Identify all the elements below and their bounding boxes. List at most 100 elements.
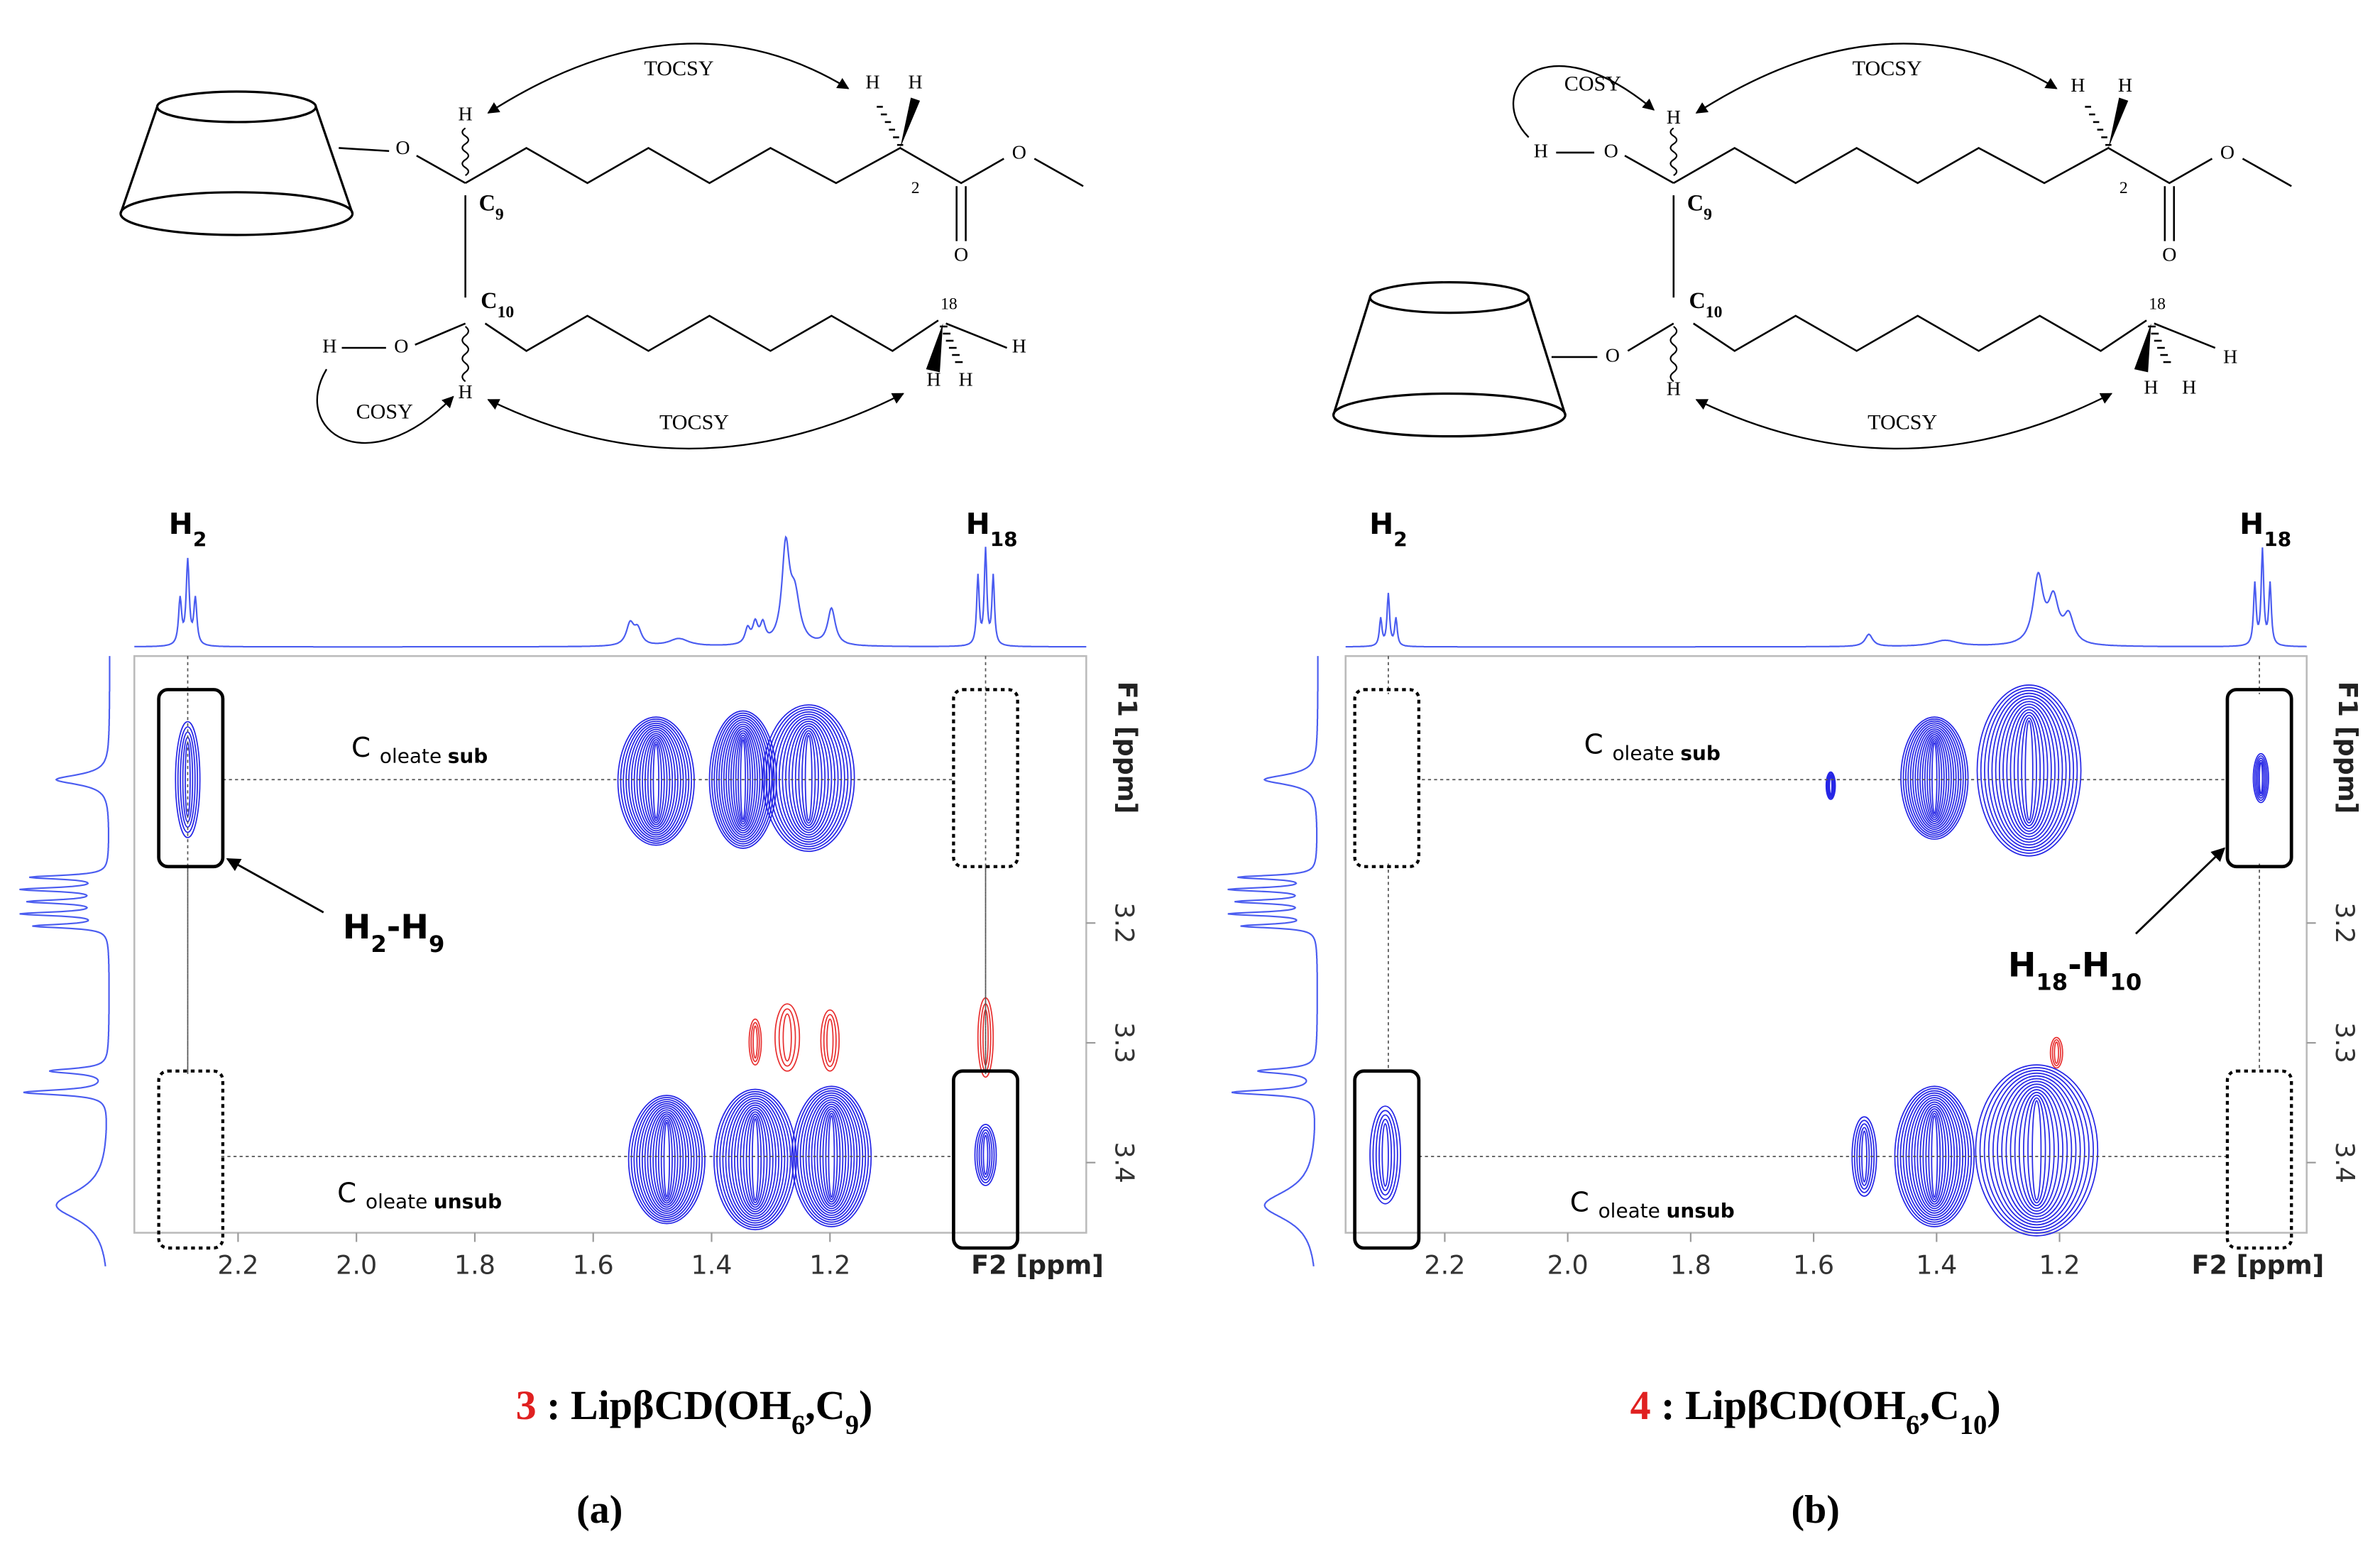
experiment-label: TOCSY: [1868, 410, 1937, 434]
hydrogen: H: [926, 369, 941, 391]
contour: [645, 737, 668, 826]
x-tick-label: 2.0: [1547, 1249, 1589, 1280]
contour: [742, 1111, 768, 1208]
text-part: C: [337, 1178, 356, 1210]
bond-chain: [2242, 158, 2292, 187]
contour: [823, 1014, 837, 1068]
contour: [175, 721, 201, 838]
bond-chain: [1693, 314, 2147, 352]
contour: [617, 716, 695, 846]
correlation-arrow: [316, 368, 454, 444]
oxygen: O: [1606, 344, 1620, 366]
contour: [713, 714, 773, 845]
contour: [782, 718, 835, 838]
contour: [628, 724, 684, 838]
contour: [1987, 1072, 2085, 1229]
contour: [2051, 1039, 2061, 1067]
contour: [820, 1009, 840, 1072]
contour: [639, 733, 674, 830]
contour: [734, 1104, 777, 1215]
bond: [415, 322, 466, 346]
contour: [2259, 762, 2264, 794]
text-part: 6: [791, 1411, 805, 1440]
oxygen: O: [394, 335, 408, 357]
compound-number: 3: [516, 1382, 537, 1428]
peak-label: H18: [2239, 507, 2291, 551]
contour: [798, 730, 819, 826]
y-tick-label: 3.3: [1109, 1022, 1139, 1063]
x-tick-label: 1.2: [2039, 1249, 2080, 1280]
contour: [2021, 717, 2037, 824]
compound-number: 4: [1630, 1382, 1651, 1428]
contour: [752, 1025, 758, 1059]
contour: [1929, 740, 1940, 816]
contour: [647, 1109, 687, 1210]
contour: [636, 730, 676, 832]
contour: [826, 1018, 834, 1063]
cyclodextrin: [1369, 280, 1530, 314]
contour: [740, 1109, 771, 1210]
wedge: [2134, 323, 2151, 373]
hydrogen: H: [2182, 376, 2196, 398]
locant: 2: [911, 179, 920, 197]
contour: [725, 1097, 786, 1222]
hydrogen: H: [2118, 75, 2132, 97]
wedge: [2108, 97, 2129, 148]
contour: [978, 1129, 993, 1181]
contour: [633, 728, 679, 834]
contour: [1919, 732, 1950, 824]
contour: [177, 726, 199, 833]
contour: [2014, 1089, 2059, 1212]
locant: 2: [2119, 179, 2128, 197]
contour: [751, 1117, 759, 1201]
carbon-label: C9: [479, 190, 504, 224]
contour: [804, 735, 813, 822]
panel-label: (b): [1792, 1488, 1840, 1532]
text-part: C: [351, 732, 371, 764]
contour: [1997, 1078, 2077, 1223]
annotation: H18-H10: [2008, 946, 2142, 995]
annotation-arrow: [226, 858, 324, 914]
contour: [1931, 742, 1938, 815]
cyclodextrin: [1332, 392, 1567, 438]
cyclodextrin: [119, 106, 159, 214]
peak-label: H2: [1369, 507, 1408, 551]
text-part: sub: [1680, 741, 1721, 765]
x-axis-title: F2 [ppm]: [2192, 1249, 2325, 1280]
cyclodextrin: [1332, 297, 1371, 416]
contour: [1991, 695, 2067, 846]
oxygen: O: [395, 137, 410, 159]
oxygen: O: [954, 243, 968, 265]
contour: [655, 1115, 679, 1204]
peak-label: H18: [966, 507, 1018, 551]
contour: [2005, 1083, 2068, 1217]
y-tick-label: 3.2: [2330, 902, 2360, 943]
contour: [974, 1124, 997, 1186]
contour: [1902, 718, 1967, 838]
contour: [652, 743, 659, 819]
text-part: 18: [2036, 968, 2068, 995]
text-part: ): [859, 1382, 872, 1428]
carbon-label: C9: [1687, 190, 1712, 224]
contour: [639, 1102, 695, 1216]
locant: 18: [941, 295, 958, 313]
x-tick-label: 2.2: [1424, 1249, 1465, 1280]
hydrogen: H: [1667, 106, 1681, 128]
contour: [1976, 684, 2082, 857]
contour: [2006, 706, 2052, 835]
contour: [620, 718, 693, 844]
contour: [788, 723, 829, 833]
contour: [1369, 1105, 1401, 1205]
x-tick-label: 2.0: [336, 1249, 377, 1280]
correlation-arrow: [487, 43, 850, 114]
text-part: H: [169, 507, 193, 541]
contour: [2013, 711, 2045, 829]
contour: [765, 706, 852, 850]
text-part: 9: [429, 931, 444, 958]
contour: [728, 1100, 783, 1220]
contour: [1926, 738, 1943, 818]
text-part: C: [1687, 190, 1704, 216]
wedge: [926, 323, 943, 373]
compound-caption: 3 : LipβCD(OH6,C9): [516, 1382, 873, 1440]
hydrogen: H: [2223, 346, 2237, 368]
